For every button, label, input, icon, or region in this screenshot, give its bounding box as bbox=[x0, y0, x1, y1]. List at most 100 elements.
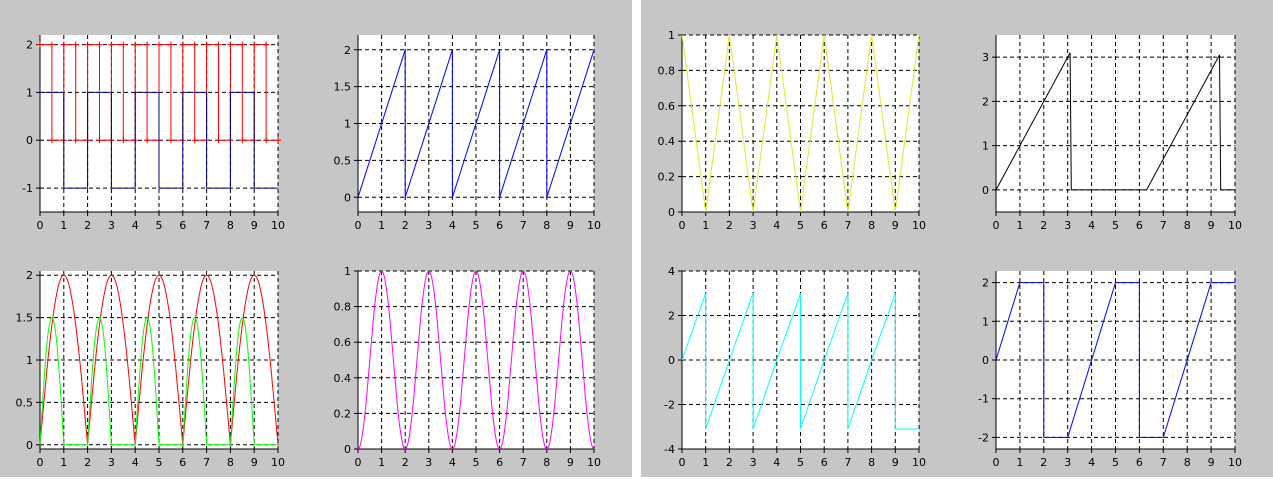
y-tick-label: 1 bbox=[982, 140, 989, 153]
x-tick-label: 0 bbox=[993, 456, 1000, 469]
right-graphic-window: 0 1 2 3 4 5 6 7 8 9 10 0 0.2 0.4 0.6 0.8 1 0 1 2 3 4 5 6 7 8 9 10 0… bbox=[641, 0, 1273, 477]
series-line-1 bbox=[681, 34, 920, 213]
x-tick-label: 3 bbox=[750, 219, 757, 232]
chart-rectified-sine: 0 1 2 3 4 5 6 7 8 9 10 0 0.5 1 1.5 2 bbox=[16, 269, 286, 469]
x-tick-label: 8 bbox=[227, 456, 234, 469]
x-tick-label: 0 bbox=[355, 456, 362, 469]
data-point-marker bbox=[60, 41, 67, 48]
x-tick-label: 4 bbox=[132, 219, 139, 232]
data-point-marker bbox=[239, 41, 246, 48]
x-tick-label: 3 bbox=[1064, 456, 1071, 469]
x-tick-label: 4 bbox=[1088, 219, 1095, 232]
y-tick-label: 3 bbox=[982, 51, 989, 64]
data-point-marker bbox=[263, 137, 270, 144]
x-tick-label: 1 bbox=[1016, 219, 1023, 232]
data-point-marker bbox=[263, 41, 270, 48]
x-tick-label: 3 bbox=[425, 219, 432, 232]
x-tick-label: 5 bbox=[156, 456, 163, 469]
chart-ramp-pulse: 0 1 2 3 4 5 6 7 8 9 10 0 1 2 3 bbox=[982, 35, 1242, 232]
x-tick-label: 0 bbox=[37, 219, 44, 232]
series-line-2 bbox=[40, 91, 278, 189]
y-tick-label: 1 bbox=[26, 354, 33, 367]
data-point-marker bbox=[215, 41, 222, 48]
x-tick-label: 3 bbox=[108, 219, 115, 232]
y-tick-label: 0.6 bbox=[658, 100, 676, 113]
x-tick-label: 6 bbox=[821, 456, 828, 469]
y-tick-label: 0.5 bbox=[16, 396, 34, 409]
data-point-marker bbox=[144, 137, 151, 144]
y-tick-label: 0 bbox=[982, 354, 989, 367]
x-tick-label: 9 bbox=[251, 456, 258, 469]
data-point-marker bbox=[72, 137, 79, 144]
x-tick-label: 10 bbox=[1228, 456, 1242, 469]
series-line-1 bbox=[995, 52, 1235, 191]
chart-trapezoid-wave: 0 1 2 3 4 5 6 7 8 9 10 -2 -1 0 1 2 bbox=[978, 271, 1242, 469]
x-tick-label: 8 bbox=[1184, 219, 1191, 232]
x-tick-label: 3 bbox=[1064, 219, 1071, 232]
x-tick-label: 1 bbox=[702, 456, 709, 469]
x-tick-label: 2 bbox=[402, 456, 409, 469]
y-tick-label: 0 bbox=[982, 184, 989, 197]
x-tick-label: 3 bbox=[108, 456, 115, 469]
data-point-marker bbox=[203, 41, 210, 48]
data-point-marker bbox=[72, 41, 79, 48]
x-tick-label: 5 bbox=[797, 456, 804, 469]
data-point-marker bbox=[251, 41, 258, 48]
x-tick-label: 0 bbox=[679, 456, 686, 469]
x-tick-label: 0 bbox=[993, 219, 1000, 232]
y-tick-label: 1 bbox=[982, 315, 989, 328]
x-tick-label: 9 bbox=[567, 456, 574, 469]
x-tick-label: 10 bbox=[912, 219, 926, 232]
data-point-marker bbox=[120, 41, 127, 48]
x-tick-label: 4 bbox=[773, 456, 780, 469]
y-tick-label: 0 bbox=[668, 354, 675, 367]
data-point-marker bbox=[275, 137, 281, 144]
x-tick-label: 1 bbox=[702, 219, 709, 232]
x-tick-label: 6 bbox=[821, 219, 828, 232]
x-tick-label: 5 bbox=[1112, 456, 1119, 469]
y-tick-label: 0.6 bbox=[334, 336, 352, 349]
data-point-marker bbox=[191, 137, 198, 144]
x-tick-label: 7 bbox=[203, 219, 210, 232]
x-tick-label: 9 bbox=[251, 219, 258, 232]
x-tick-label: 2 bbox=[402, 219, 409, 232]
y-tick-label: 0 bbox=[344, 191, 351, 204]
x-tick-label: 6 bbox=[496, 219, 503, 232]
y-tick-label: 1.5 bbox=[334, 81, 352, 94]
y-tick-label: 0.8 bbox=[658, 64, 676, 77]
x-tick-label: 2 bbox=[1040, 456, 1047, 469]
data-point-marker bbox=[120, 137, 127, 144]
y-tick-label: 0.4 bbox=[334, 372, 352, 385]
y-tick-label: 2 bbox=[26, 39, 33, 52]
y-tick-label: -2 bbox=[978, 431, 989, 444]
x-tick-label: 1 bbox=[60, 219, 67, 232]
y-tick-label: -1 bbox=[22, 182, 33, 195]
x-tick-label: 8 bbox=[1184, 456, 1191, 469]
data-point-marker bbox=[132, 41, 139, 48]
data-point-marker bbox=[191, 41, 198, 48]
x-tick-label: 1 bbox=[378, 456, 385, 469]
y-tick-label: 1 bbox=[344, 118, 351, 131]
x-tick-label: 4 bbox=[449, 219, 456, 232]
data-point-marker bbox=[96, 41, 103, 48]
x-tick-label: 10 bbox=[587, 456, 601, 469]
y-tick-label: 0 bbox=[344, 443, 351, 456]
y-tick-label: 2 bbox=[982, 95, 989, 108]
y-tick-label: 0.2 bbox=[334, 407, 352, 420]
data-point-marker bbox=[156, 41, 162, 48]
y-tick-label: 0 bbox=[26, 439, 33, 452]
x-tick-label: 0 bbox=[355, 219, 362, 232]
y-tick-label: 2 bbox=[344, 44, 351, 57]
data-point-marker bbox=[179, 41, 186, 48]
data-point-marker bbox=[239, 137, 246, 144]
chart-triangle-wave: 0 1 2 3 4 5 6 7 8 9 10 0 0.2 0.4 0.6 0.8 1 bbox=[658, 29, 927, 232]
x-tick-label: 6 bbox=[496, 456, 503, 469]
x-tick-label: 2 bbox=[726, 219, 733, 232]
x-tick-label: 4 bbox=[449, 456, 456, 469]
x-tick-label: 9 bbox=[1208, 456, 1215, 469]
y-tick-label: 0.5 bbox=[334, 154, 352, 167]
data-point-marker bbox=[144, 41, 151, 48]
x-tick-label: 10 bbox=[1228, 219, 1242, 232]
x-tick-label: 1 bbox=[1016, 456, 1023, 469]
data-point-marker bbox=[96, 137, 103, 144]
